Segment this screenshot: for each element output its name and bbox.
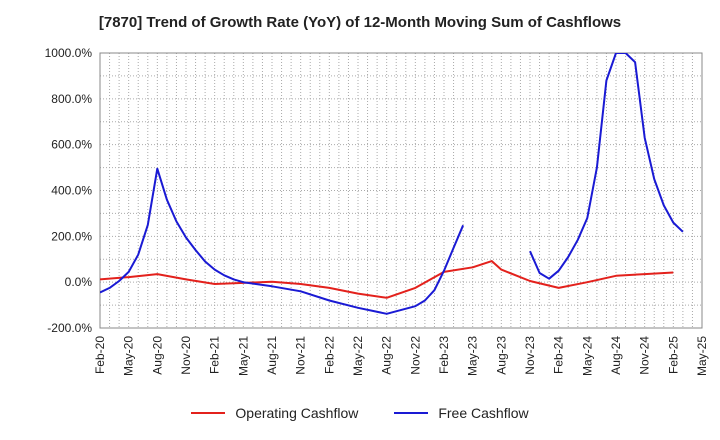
x-tick-label: May-21: [236, 336, 250, 376]
x-tick-label: Nov-23: [523, 336, 537, 375]
legend-label-free: Free Cashflow: [438, 405, 529, 421]
legend-label-operating: Operating Cashflow: [235, 405, 359, 421]
y-tick-label: 600.0%: [51, 138, 92, 152]
x-tick-label: Feb-22: [322, 336, 336, 374]
y-tick-label: 1000.0%: [45, 46, 93, 60]
legend-swatch-operating: [191, 412, 226, 414]
x-tick-label: May-22: [351, 336, 365, 376]
y-tick-label: 400.0%: [51, 184, 92, 198]
chart-title: [7870] Trend of Growth Rate (YoY) of 12-…: [98, 14, 622, 31]
chart-legend: Operating Cashflow Free Cashflow: [0, 405, 720, 421]
x-tick-label: Aug-23: [494, 336, 508, 375]
x-tick-label: May-25: [695, 336, 709, 376]
x-tick-label: Nov-21: [294, 336, 308, 375]
x-tick-label: Feb-24: [552, 336, 566, 374]
series-line-operating-cashflow: [100, 260, 674, 299]
plot-frame: [99, 52, 703, 329]
x-tick-label: Nov-22: [408, 336, 422, 375]
x-tick-label: May-24: [580, 336, 594, 376]
x-tick-label: Aug-24: [609, 336, 623, 375]
y-tick-label: 800.0%: [51, 92, 92, 106]
x-tick-label: May-23: [466, 336, 480, 376]
chart-plot: 1000.0% 800.0% 600.0% 400.0% 200.0% 0.0% -200.…: [45, 46, 709, 376]
x-tick-label: Feb-21: [208, 336, 222, 374]
legend-item-operating: Operating Cashflow: [191, 405, 358, 421]
x-tick-label: Nov-20: [179, 336, 193, 375]
series-line-free-cashflow: [100, 167, 465, 315]
x-tick-label: Aug-20: [150, 336, 164, 375]
y-tick-label: 0.0%: [65, 275, 93, 289]
y-tick-label: -200.0%: [47, 321, 92, 335]
x-tick-label: Feb-25: [666, 336, 680, 374]
x-tick-label: Nov-24: [638, 336, 652, 375]
legend-item-free: Free Cashflow: [394, 405, 529, 421]
series-line-free-cashflow: [529, 53, 684, 280]
legend-swatch-free: [394, 412, 429, 414]
y-tick-label: 200.0%: [51, 229, 92, 243]
x-tick-label: Aug-22: [380, 336, 394, 375]
x-tick-label: Feb-20: [93, 336, 107, 374]
x-tick-label: Feb-23: [437, 336, 451, 374]
x-tick-label: Aug-21: [265, 336, 279, 375]
x-tick-label: May-20: [122, 336, 136, 376]
